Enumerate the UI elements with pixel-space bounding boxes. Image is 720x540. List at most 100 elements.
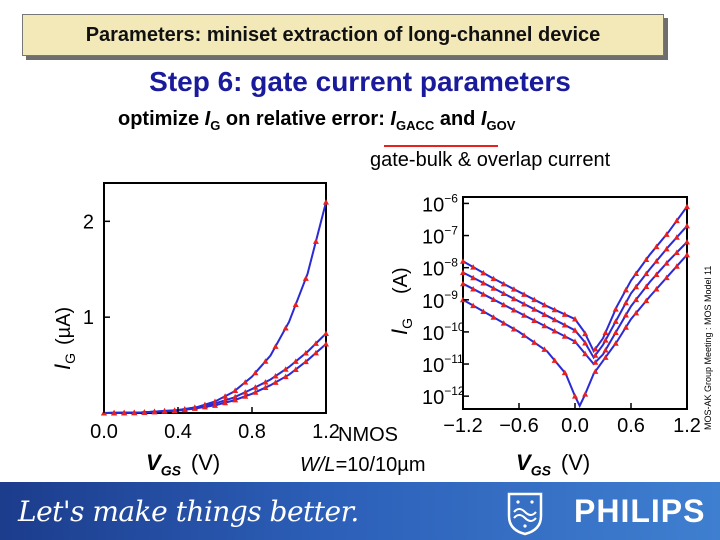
right-y-tick-base: 10 [422, 227, 444, 249]
right-series-1-point [531, 306, 538, 312]
left-series-0-point [252, 369, 259, 376]
right-series-1-point [541, 311, 548, 318]
left-series-0-point [302, 275, 309, 281]
right-series-1-point [460, 269, 466, 275]
subtitle-param1-sub: GACC [395, 118, 435, 133]
right-series-2-point [592, 359, 599, 365]
left-y-axis-label: IG (µA) [50, 307, 78, 370]
right-x-tick-label: −0.6 [499, 415, 538, 437]
right-series-0-point [602, 329, 609, 335]
right-series-1-point [633, 283, 640, 290]
right-series-2-point [572, 338, 578, 345]
right-series-0-point [673, 217, 680, 224]
right-series-2-point [602, 347, 609, 353]
right-y-tick-label: 10−10 [422, 320, 465, 345]
left-series-0-point [282, 325, 289, 331]
right-y-tick-label: 10−6 [422, 191, 458, 216]
left-series-2-point [232, 396, 239, 403]
right-xlabel-box [502, 447, 648, 483]
left-series-0-point [232, 387, 239, 394]
right-series-3-point [602, 354, 609, 360]
right-series-2-point [500, 301, 507, 308]
right-series-1-point [612, 318, 619, 324]
right-series-3-point [684, 251, 690, 258]
right-y-tick-base: 10 [422, 355, 444, 377]
right-y-axis-label: IG (A) [387, 267, 415, 335]
right-series-2-point [490, 296, 497, 302]
right-series-1-point [602, 337, 609, 343]
right-y-tick-base: 10 [422, 323, 444, 345]
right-series-1-point [684, 222, 690, 229]
right-series-3-point [592, 368, 599, 374]
right-series-3-point [582, 391, 589, 397]
right-series-3-point [561, 369, 568, 376]
right-y-tick-base: 10 [422, 291, 444, 313]
left-ylabel-main: I [50, 364, 75, 370]
left-ylabel-sub: G [62, 353, 78, 364]
left-x-tick-label: 0.0 [90, 421, 118, 443]
slide-title: Step 6: gate current parameters [149, 66, 571, 97]
right-series-1-point [622, 299, 629, 306]
right-series-2-point [521, 312, 528, 318]
wl-prefix: W/L [300, 454, 336, 476]
right-series-3-point [510, 325, 517, 332]
left-series-1-point [242, 389, 249, 395]
left-series-2-point [131, 409, 138, 416]
left-series-1-point [292, 358, 299, 364]
right-series-0-point [561, 311, 568, 317]
left-series-1-point [252, 384, 259, 390]
right-y-tick-label: 10−7 [422, 224, 458, 249]
right-xlabel-main: V [516, 450, 531, 475]
left-series-0-point [262, 358, 269, 364]
left-x-tick-label: 1.2 [312, 421, 340, 443]
right-series-2-point [582, 350, 589, 357]
right-series-3-point [500, 320, 507, 326]
right-series-0-point [531, 296, 538, 303]
right-series-1-point [500, 290, 507, 297]
right-x-axis-label: VGS (V) [516, 450, 590, 478]
left-series-2-point [212, 402, 218, 408]
nmos-label: NMOS [338, 424, 398, 446]
right-ylabel-main: I [387, 329, 412, 335]
right-series-1-point [551, 316, 558, 323]
left-series-0-point [323, 199, 329, 205]
subtitle-param2: I [480, 108, 487, 130]
right-series-1-point [653, 258, 660, 264]
right-series-3-point [622, 324, 629, 330]
left-series-2-point [151, 408, 158, 415]
right-ylabel-unit: (A) [390, 267, 412, 294]
right-series-3-point [521, 332, 528, 338]
header-title: Parameters: miniset extraction of long-c… [85, 23, 601, 46]
right-x-tick-label: 1.2 [673, 415, 701, 437]
left-y-tick-label: 1 [83, 307, 94, 329]
right-series-2-point [561, 333, 568, 339]
left-series-1-point [302, 350, 309, 356]
right-series-0-point [572, 316, 578, 322]
right-series-1-point [561, 322, 568, 328]
right-series-2-point [643, 283, 650, 290]
right-series-2-point [673, 249, 680, 255]
right-series-0-point [653, 243, 660, 250]
right-series-0-point [541, 301, 548, 308]
right-series-0-point [592, 345, 599, 352]
left-series-2-point [302, 358, 309, 365]
right-series-1-point [643, 270, 650, 277]
right-y-tick-label: 10−12 [422, 384, 465, 409]
right-series-1-point [663, 245, 670, 252]
right-series-3-point [663, 274, 670, 281]
side-note: MOS-AK Group Meeting : MOS Model 11 [703, 266, 713, 430]
left-series-2-point [201, 403, 208, 410]
right-chart-marks: −1.2 −0.6 0.0 0.6 1.210−610−710−810−910−1010… [422, 191, 701, 437]
footer-brand: PHILIPS [574, 493, 706, 529]
right-series-0-point [460, 258, 466, 264]
right-x-tick-label: 0.0 [561, 415, 589, 437]
left-series-0-point [272, 343, 279, 349]
right-y-tick-base: 10 [422, 387, 444, 409]
right-y-tick-label: 10−8 [422, 256, 458, 281]
right-series-2-point [653, 271, 660, 278]
right-y-tick-exponent: −10 [444, 320, 465, 334]
right-series-0-point [500, 280, 507, 287]
left-series-0-point [222, 393, 229, 399]
left-series-2-point [323, 341, 329, 347]
